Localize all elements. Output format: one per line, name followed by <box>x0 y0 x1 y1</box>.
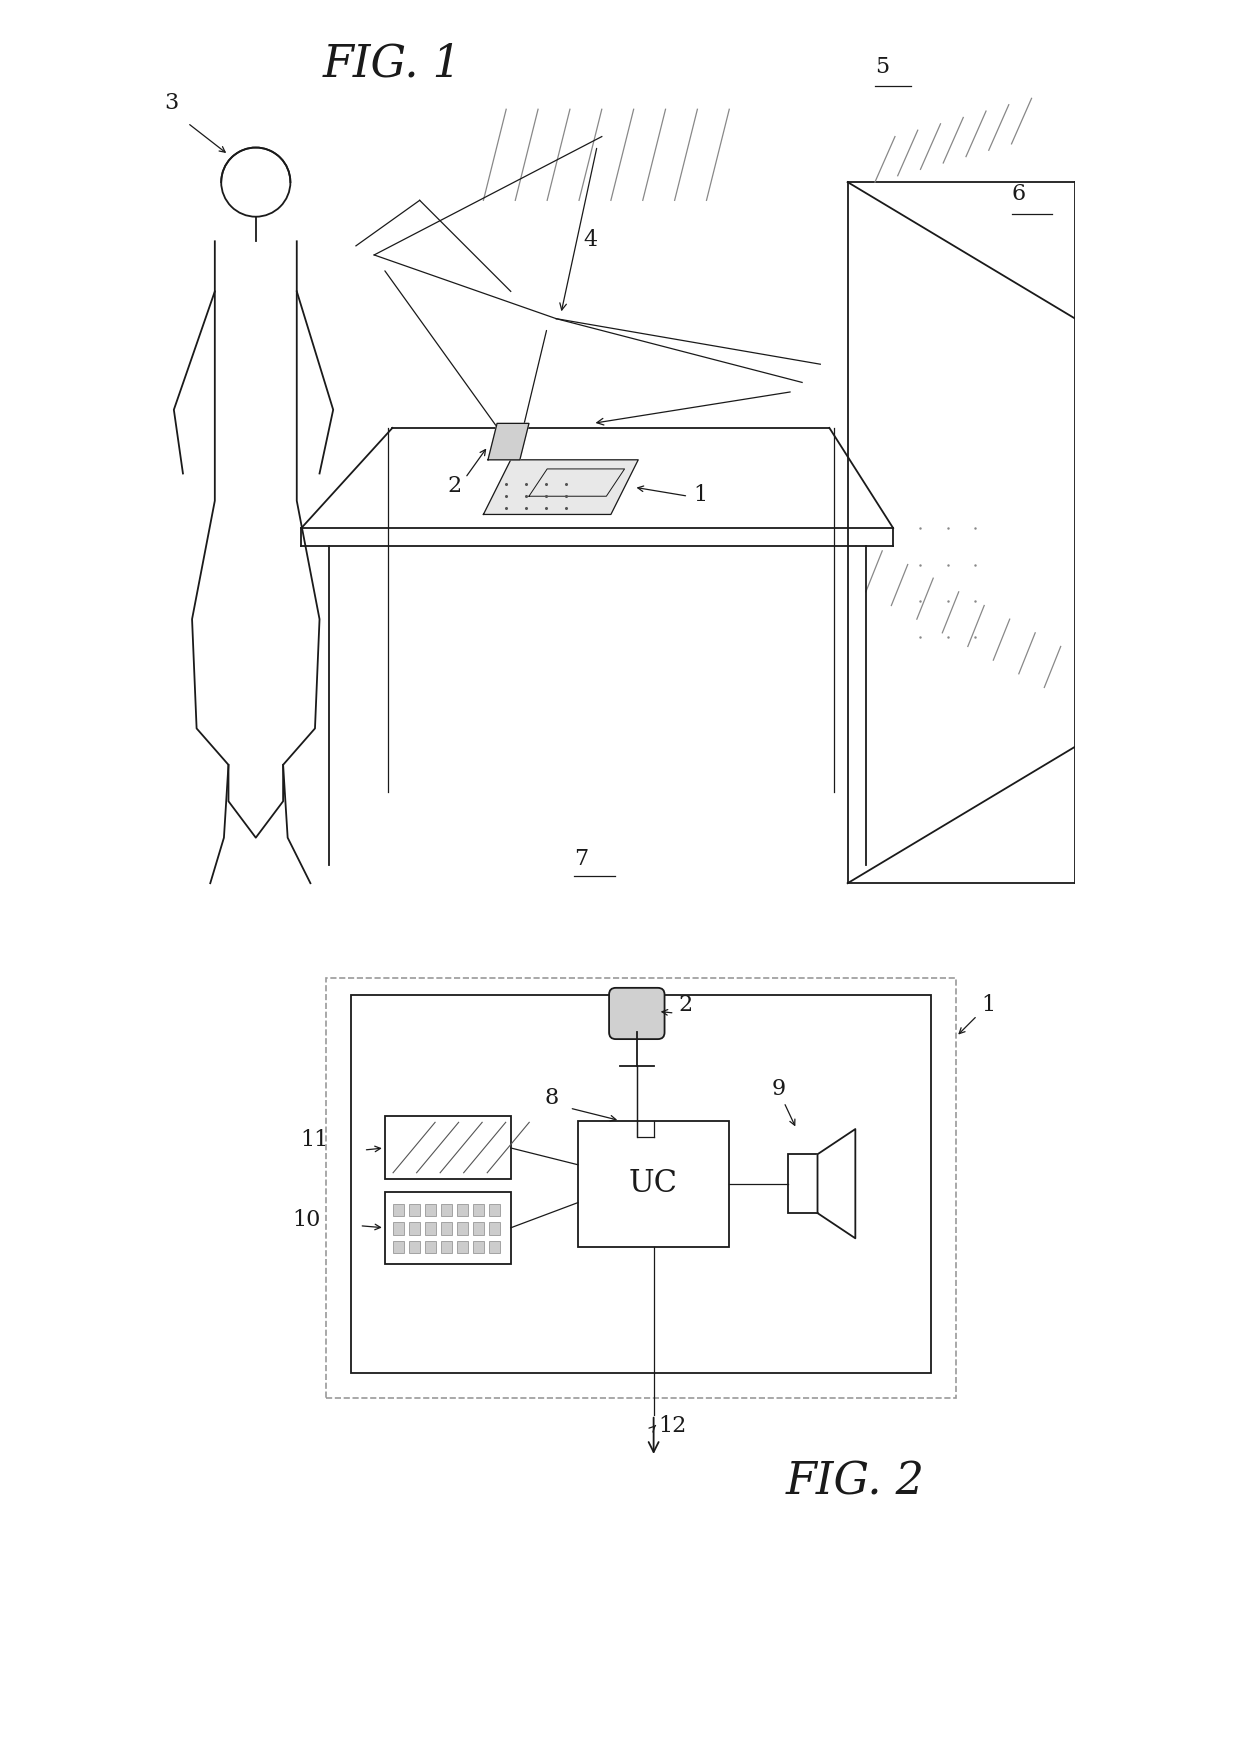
Text: 2: 2 <box>446 475 461 497</box>
Bar <box>409 1205 420 1217</box>
Text: 10: 10 <box>293 1208 321 1231</box>
Bar <box>393 1205 404 1217</box>
Text: 9: 9 <box>771 1079 785 1100</box>
Text: UC: UC <box>629 1168 678 1199</box>
Bar <box>393 1241 404 1254</box>
Bar <box>409 1241 420 1254</box>
Bar <box>393 1222 404 1234</box>
Bar <box>425 1222 436 1234</box>
Text: FIG. 2: FIG. 2 <box>786 1460 925 1504</box>
Bar <box>458 1205 467 1217</box>
Text: 12: 12 <box>658 1415 686 1436</box>
Bar <box>384 1192 511 1264</box>
Bar <box>489 1205 500 1217</box>
Bar <box>489 1241 500 1254</box>
Bar <box>441 1205 451 1217</box>
Polygon shape <box>489 424 529 461</box>
Text: 6: 6 <box>1012 184 1025 205</box>
Text: 5: 5 <box>875 56 889 77</box>
Bar <box>441 1222 451 1234</box>
Text: 11: 11 <box>300 1129 329 1150</box>
Bar <box>384 1117 511 1180</box>
Bar <box>472 1205 484 1217</box>
Text: 3: 3 <box>165 93 179 114</box>
Polygon shape <box>817 1129 856 1238</box>
Bar <box>458 1241 467 1254</box>
Text: 2: 2 <box>678 995 693 1016</box>
Text: 1: 1 <box>693 483 707 506</box>
Bar <box>458 1222 467 1234</box>
Bar <box>472 1241 484 1254</box>
Polygon shape <box>484 461 639 515</box>
Bar <box>789 1154 817 1213</box>
Bar <box>409 1222 420 1234</box>
Bar <box>351 995 931 1373</box>
Text: 1: 1 <box>981 995 996 1016</box>
Text: 8: 8 <box>544 1087 558 1108</box>
Bar <box>425 1241 436 1254</box>
Bar <box>425 1205 436 1217</box>
Bar <box>441 1241 451 1254</box>
Text: FIG. 1: FIG. 1 <box>322 42 461 86</box>
Bar <box>472 1222 484 1234</box>
FancyBboxPatch shape <box>609 988 665 1038</box>
Bar <box>489 1222 500 1234</box>
Text: 4: 4 <box>584 229 598 250</box>
Bar <box>578 1121 729 1247</box>
Text: 7: 7 <box>574 847 589 870</box>
